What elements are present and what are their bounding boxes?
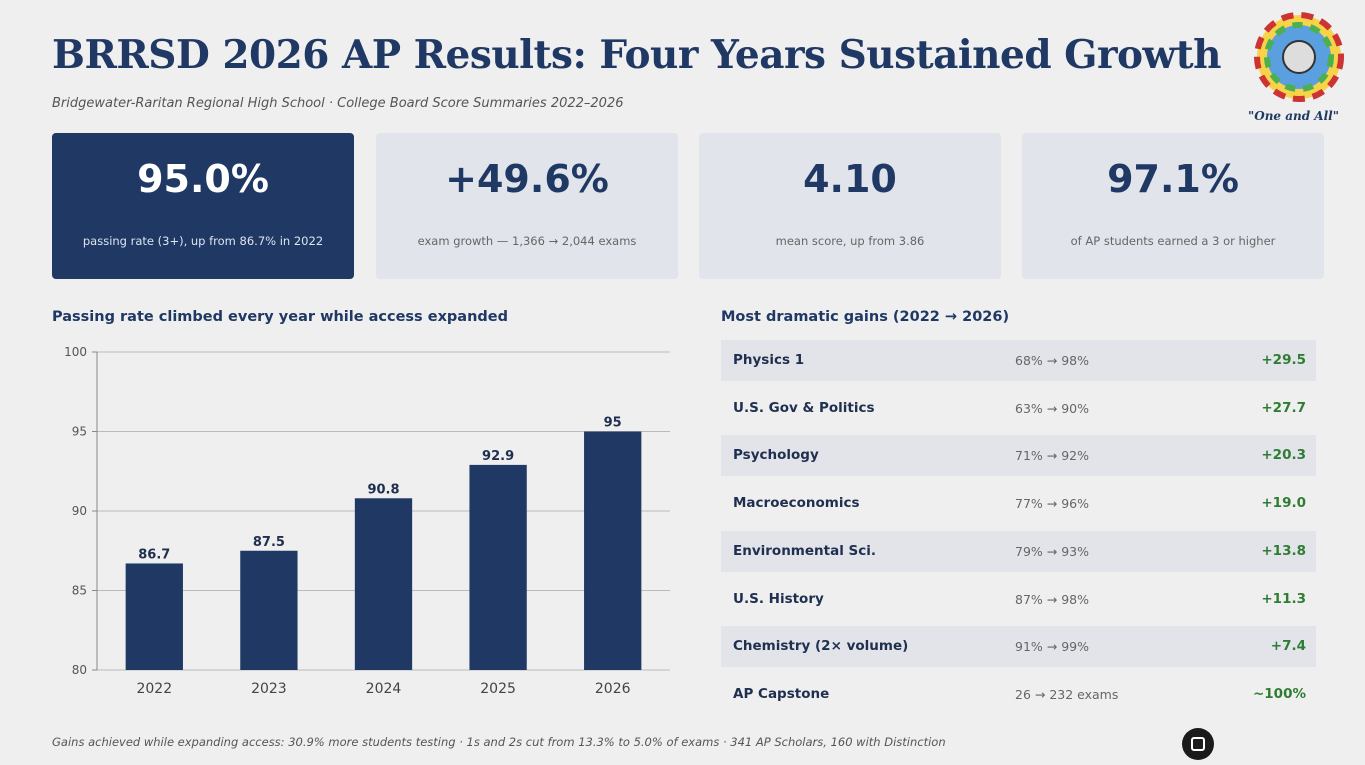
slide-subtitle: Bridgewater-Raritan Regional High School… bbox=[52, 96, 624, 111]
logo-motto: "One and All" bbox=[1248, 109, 1339, 123]
data-label: 90.8 bbox=[367, 482, 399, 497]
data-label: 92.9 bbox=[482, 449, 514, 464]
footer-note: Gains achieved while expanding access: 3… bbox=[52, 735, 946, 749]
bar bbox=[584, 431, 642, 670]
subject: AP Capstone bbox=[733, 685, 830, 702]
y-tick-label: 95 bbox=[72, 425, 87, 439]
stat-card: 95.0% passing rate (3+), up from 86.7% in… bbox=[52, 133, 354, 279]
subject: Physics 1 bbox=[733, 352, 805, 368]
y-tick-label: 100 bbox=[64, 345, 87, 359]
y-tick-label: 85 bbox=[72, 584, 87, 598]
table-row: Environmental Sci. 79% → 93% +13.8 bbox=[721, 530, 1316, 572]
bar-chart: 80 85 90 95 100 2022 86.7 2023 87.5 2024 90.8 2025 9… bbox=[64, 345, 670, 697]
x-tick-label: 2022 bbox=[136, 681, 172, 697]
x-tick-label: 2023 bbox=[251, 681, 287, 697]
change: 77% → 96% bbox=[1015, 496, 1089, 512]
table-row: Physics 1 68% → 98% +29.5 bbox=[721, 340, 1316, 381]
stat-label: exam growth — 1,366 → 2,044 exams bbox=[417, 234, 637, 248]
gain: +7.4 bbox=[1270, 638, 1306, 655]
data-label: 95 bbox=[604, 416, 622, 431]
change: 87% → 98% bbox=[1015, 591, 1089, 607]
x-tick-label: 2025 bbox=[480, 681, 516, 697]
subject: Environmental Sci. bbox=[733, 542, 877, 559]
x-tick-label: 2024 bbox=[366, 681, 402, 697]
table-row: Macroeconomics 77% → 96% +19.0 bbox=[721, 483, 1316, 524]
stat-card: +49.6% exam growth — 1,366 → 2,044 exams bbox=[376, 133, 678, 279]
change: 68% → 98% bbox=[1015, 353, 1089, 368]
chart-title: Passing rate climbed every year while ac… bbox=[52, 309, 509, 325]
table-row: Psychology 71% → 92% +20.3 bbox=[721, 435, 1316, 477]
stat-label: passing rate (3+), up from 86.7% in 2022 bbox=[82, 234, 324, 248]
bar bbox=[125, 563, 183, 670]
change: 79% → 93% bbox=[1015, 543, 1089, 559]
change: 91% → 99% bbox=[1015, 639, 1089, 655]
change: 71% → 92% bbox=[1015, 448, 1089, 464]
logo bbox=[1254, 12, 1344, 102]
stat-value: 95.0% bbox=[137, 157, 269, 201]
bar bbox=[240, 550, 298, 670]
stat-value: +49.6% bbox=[445, 157, 609, 201]
x-tick-label: 2026 bbox=[595, 681, 631, 697]
gain: ~100% bbox=[1252, 685, 1306, 702]
toggle-icon bbox=[1191, 737, 1205, 751]
gain: +19.0 bbox=[1261, 495, 1306, 512]
data-label: 86.7 bbox=[138, 547, 170, 562]
stat-card: 4.10 mean score, up from 3.86 bbox=[699, 133, 1001, 279]
slide-title: BRRSD 2026 AP Results: Four Years Sustai… bbox=[52, 32, 1222, 78]
table-title: Most dramatic gains (2022 → 2026) bbox=[721, 309, 1010, 325]
subject: Chemistry (2× volume) bbox=[733, 638, 909, 655]
subject: Psychology bbox=[733, 447, 819, 464]
gain: +11.3 bbox=[1261, 590, 1306, 607]
subject: U.S. History bbox=[733, 590, 824, 607]
stat-label: of AP students earned a 3 or higher bbox=[1070, 234, 1276, 248]
gain: +27.7 bbox=[1261, 399, 1306, 416]
table-row: Chemistry (2× volume) 91% → 99% +7.4 bbox=[721, 626, 1316, 668]
bar bbox=[469, 464, 527, 670]
table-row: U.S. History 87% → 98% +11.3 bbox=[721, 579, 1316, 620]
gain: +20.3 bbox=[1261, 447, 1306, 464]
gain: +29.5 bbox=[1261, 352, 1306, 368]
y-tick-label: 80 bbox=[72, 663, 87, 677]
y-tick-label: 90 bbox=[72, 504, 87, 518]
subject: Macroeconomics bbox=[733, 495, 860, 512]
table-row: AP Capstone 26 → 232 exams ~100% bbox=[721, 674, 1316, 715]
toggle-button[interactable] bbox=[1182, 728, 1214, 760]
table-row: U.S. Gov & Politics 63% → 90% +27.7 bbox=[721, 388, 1316, 429]
stat-value: 4.10 bbox=[803, 157, 897, 201]
gain: +13.8 bbox=[1261, 542, 1306, 559]
change: 63% → 90% bbox=[1015, 400, 1089, 416]
bar bbox=[354, 498, 413, 670]
stat-card: 97.1% of AP students earned a 3 or higher bbox=[1022, 133, 1324, 279]
stat-value: 97.1% bbox=[1107, 157, 1239, 201]
data-label: 87.5 bbox=[253, 535, 285, 550]
change: 26 → 232 exams bbox=[1015, 686, 1119, 702]
subject: U.S. Gov & Politics bbox=[733, 399, 875, 416]
stat-label: mean score, up from 3.86 bbox=[775, 234, 925, 248]
